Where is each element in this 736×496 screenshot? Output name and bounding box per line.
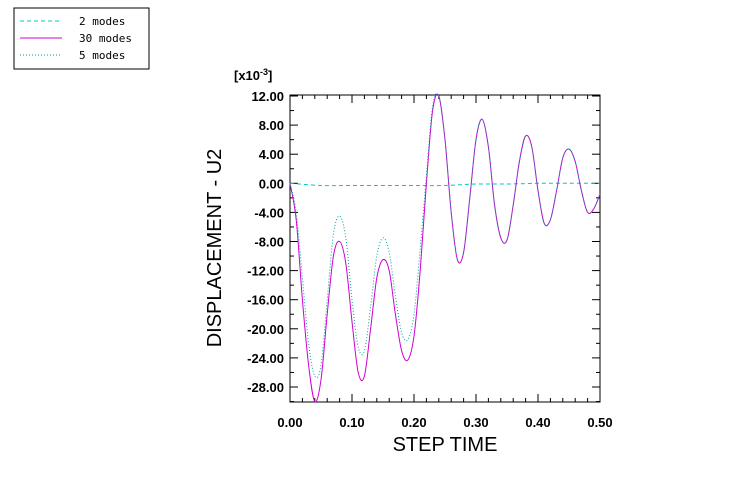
y-tick-label: 4.00 bbox=[259, 147, 284, 162]
y-tick-label: -4.00 bbox=[254, 205, 284, 220]
y-tick-label: -12.00 bbox=[247, 264, 284, 279]
axis-ticks bbox=[289, 95, 601, 403]
x-tick-labels: 0.00 0.10 0.20 0.30 0.40 0.50 bbox=[277, 415, 612, 430]
y-axis-title: DISPLACEMENT - U2 bbox=[204, 149, 226, 348]
y-tick-label: 0.00 bbox=[259, 176, 284, 191]
y-scale-prefix: [x10-3] bbox=[234, 67, 272, 83]
plot-frame bbox=[289, 94, 601, 403]
legend-label-5-modes: 5 modes bbox=[79, 49, 125, 62]
legend: 2 modes 30 modes 5 modes bbox=[13, 7, 150, 70]
series-line-2-modes bbox=[289, 182, 600, 187]
y-tick-labels: 12.00 8.00 4.00 0.00 -4.00 -8.00 -12.00 -16.00 -… bbox=[247, 89, 284, 395]
series-line-5-modes bbox=[289, 93, 601, 379]
x-tick-label: 0.30 bbox=[463, 415, 488, 430]
legend-label-30-modes: 30 modes bbox=[79, 32, 132, 45]
x-tick-label: 0.00 bbox=[277, 415, 302, 430]
x-tick-label: 0.10 bbox=[339, 415, 364, 430]
y-scale-close: ] bbox=[268, 68, 272, 83]
x-tick-label: 0.40 bbox=[525, 415, 550, 430]
y-tick-label: -20.00 bbox=[247, 322, 284, 337]
y-scale-multiplier: [x10-3] bbox=[234, 67, 272, 83]
legend-label-2-modes: 2 modes bbox=[79, 15, 125, 28]
y-tick-label: -16.00 bbox=[247, 293, 284, 308]
series-line-30-modes bbox=[289, 93, 601, 403]
x-tick-label: 0.20 bbox=[401, 415, 426, 430]
series-layer bbox=[289, 93, 601, 403]
y-tick-label: -24.00 bbox=[247, 351, 284, 366]
x-axis-title: STEP TIME bbox=[393, 434, 498, 456]
y-scale-exponent: -3 bbox=[260, 67, 268, 77]
x-tick-label: 0.50 bbox=[587, 415, 612, 430]
y-tick-label: 8.00 bbox=[259, 118, 284, 133]
y-tick-label: 12.00 bbox=[251, 89, 284, 104]
y-tick-label: -8.00 bbox=[254, 235, 284, 250]
y-tick-label: -28.00 bbox=[247, 380, 284, 395]
